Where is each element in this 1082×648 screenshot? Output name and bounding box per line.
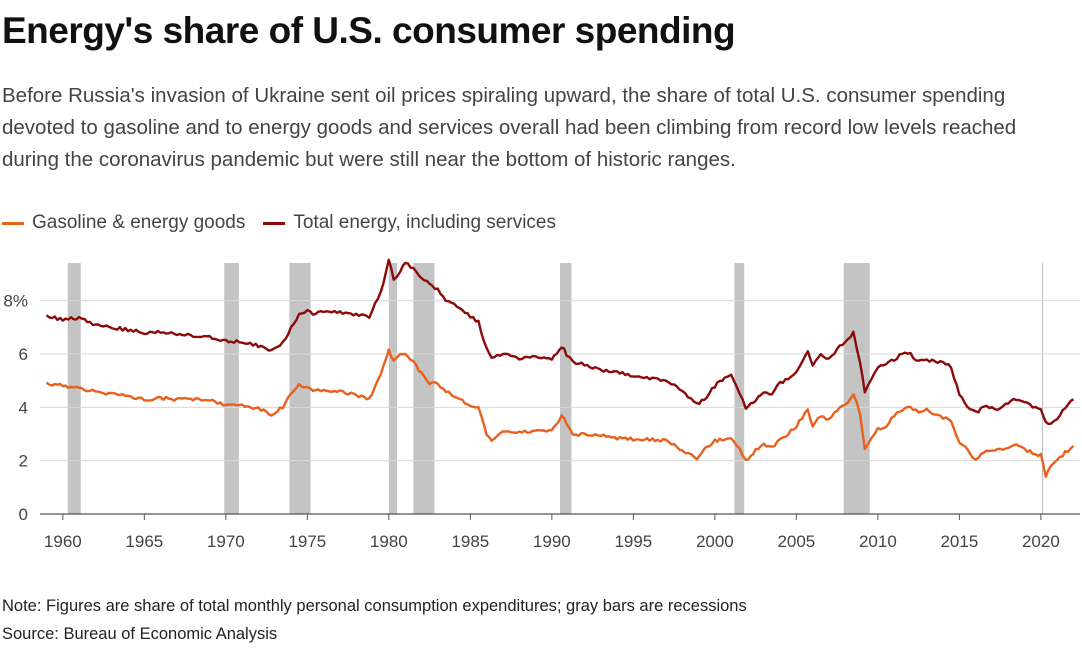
x-tick-label-1980: 1980	[370, 532, 408, 551]
x-tick-label-1990: 1990	[533, 532, 571, 551]
chart-note: Note: Figures are share of total monthly…	[2, 597, 747, 615]
x-tick-label-1965: 1965	[125, 532, 163, 551]
legend-swatch-gasoline	[2, 221, 24, 225]
x-tick-label-1975: 1975	[288, 532, 326, 551]
series-line-total-energy	[45, 258, 1075, 425]
legend-item-total-energy: Total energy, including services	[263, 212, 556, 234]
gridlines	[40, 300, 1080, 515]
legend-label-total-energy: Total energy, including services	[293, 212, 556, 233]
legend-item-gasoline: Gasoline & energy goods	[2, 212, 245, 234]
legend: Gasoline & energy goods Total energy, in…	[2, 212, 574, 234]
series-line-gasoline	[45, 348, 1075, 478]
y-tick-label-6: 6	[19, 345, 28, 364]
recession-bar-3	[388, 263, 397, 514]
x-tick-label-2010: 2010	[859, 532, 897, 551]
line-chart: 0 2 4 6 8% 1960 1965 1970 1975 1980 1985 1990 1995 20…	[3, 258, 1080, 551]
x-tick-label-2020: 2020	[1022, 532, 1060, 551]
y-tick-label-8: 8%	[3, 292, 28, 311]
y-tick-label-2: 2	[19, 452, 28, 471]
recession-bar-6	[734, 263, 745, 514]
y-tick-label-4: 4	[19, 398, 28, 417]
chart-title: Energy's share of U.S. consumer spending	[2, 10, 736, 51]
chart-subtitle: Before Russia's invasion of Ukraine sent…	[2, 84, 1017, 171]
recession-bar-4	[413, 263, 435, 514]
legend-label-gasoline: Gasoline & energy goods	[32, 212, 246, 233]
axes: 0 2 4 6 8% 1960 1965 1970 1975 1980 1985 1990 1995 20…	[3, 292, 1059, 551]
recession-bar-2	[289, 263, 311, 514]
x-tick-label-1960: 1960	[44, 532, 82, 551]
chart-source: Source: Bureau of Economic Analysis	[2, 625, 278, 643]
y-tick-label-0: 0	[19, 505, 28, 524]
x-tick-label-1985: 1985	[451, 532, 489, 551]
series-lines	[45, 258, 1075, 478]
x-tick-label-2000: 2000	[696, 532, 734, 551]
x-tick-label-2015: 2015	[940, 532, 978, 551]
x-tick-label-1995: 1995	[614, 532, 652, 551]
legend-swatch-total-energy	[263, 221, 286, 225]
x-tick-label-1970: 1970	[207, 532, 245, 551]
recession-bar-5	[560, 263, 572, 514]
x-tick-label-2005: 2005	[777, 532, 815, 551]
recession-bar-1	[224, 263, 239, 514]
